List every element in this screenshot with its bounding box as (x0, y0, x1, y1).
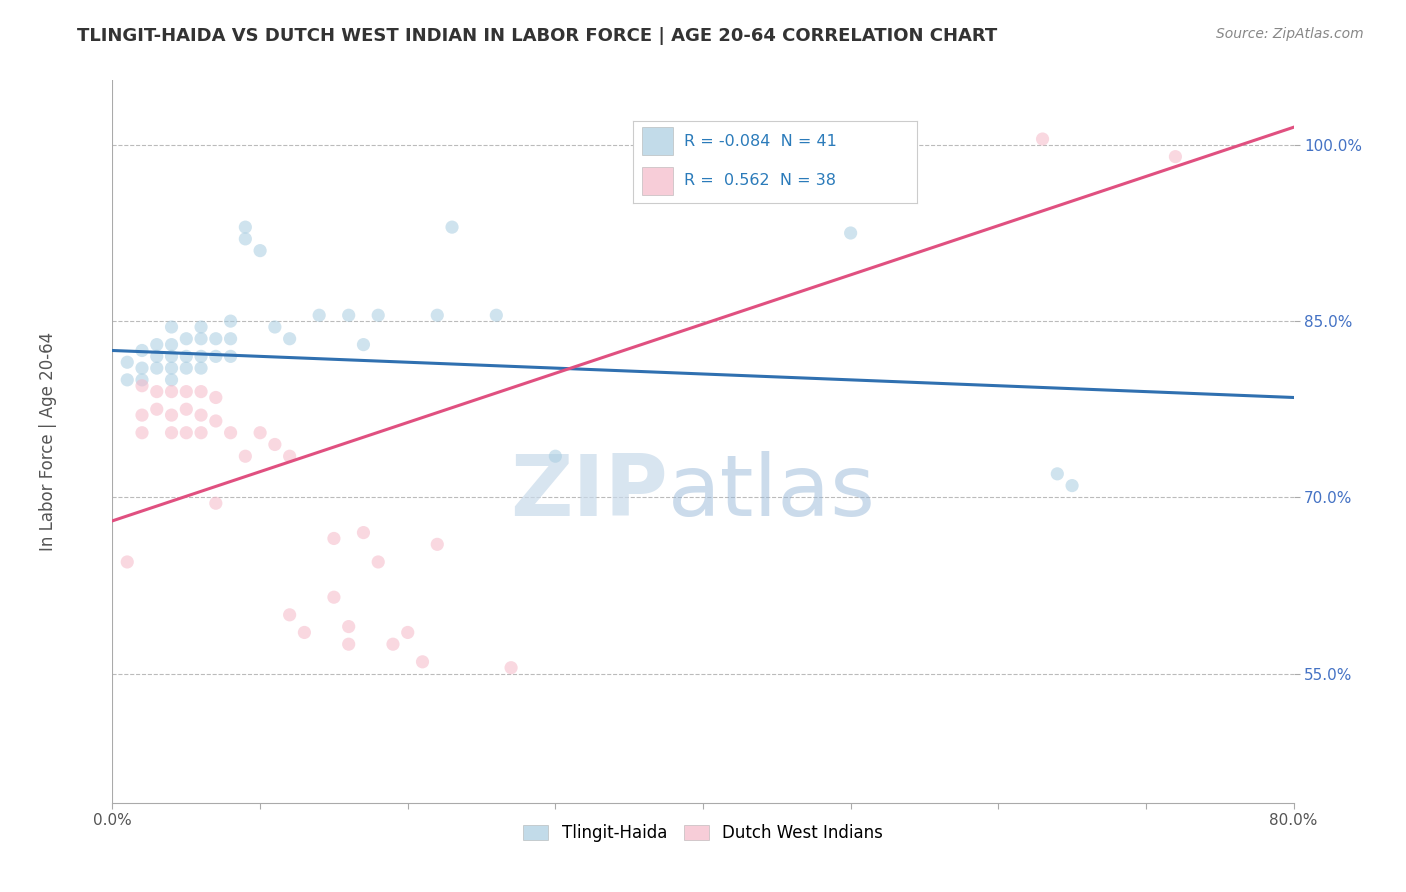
Point (205, 414, 228, 428)
Point (426, 537, 449, 551)
Point (190, 350, 212, 364)
Point (160, 320, 183, 334)
Text: atlas: atlas (668, 450, 876, 533)
Point (205, 350, 228, 364)
Point (1046, 467, 1069, 481)
Point (160, 384, 183, 399)
Point (292, 625, 315, 640)
Point (278, 332, 301, 346)
Point (117, 555, 138, 569)
Point (174, 384, 197, 399)
Point (160, 373, 183, 387)
Point (205, 496, 228, 510)
Point (131, 408, 153, 422)
Point (131, 361, 153, 376)
Point (160, 350, 183, 364)
Text: R = -0.084  N = 41: R = -0.084 N = 41 (685, 134, 838, 149)
Point (190, 425, 212, 440)
Point (249, 244, 271, 258)
Text: R =  0.562  N = 38: R = 0.562 N = 38 (685, 173, 837, 188)
Point (160, 425, 183, 440)
Point (131, 373, 153, 387)
Point (146, 350, 169, 364)
Point (233, 232, 256, 246)
Point (219, 314, 242, 328)
Point (264, 320, 287, 334)
Point (337, 637, 360, 651)
Point (1062, 478, 1084, 492)
Point (264, 437, 287, 451)
Point (205, 391, 228, 405)
Point (131, 425, 153, 440)
Point (367, 555, 389, 569)
Point (501, 661, 523, 675)
Point (131, 343, 153, 358)
Point (839, 226, 862, 240)
Point (160, 408, 183, 422)
Point (382, 637, 405, 651)
Point (190, 361, 212, 376)
Point (174, 350, 197, 364)
Point (337, 308, 360, 322)
Point (1164, 150, 1187, 164)
Point (367, 308, 389, 322)
Point (146, 384, 169, 399)
Point (411, 655, 433, 669)
Point (174, 361, 197, 376)
Point (1032, 132, 1054, 146)
Text: ZIP: ZIP (510, 450, 668, 533)
Point (233, 220, 256, 235)
Point (190, 384, 212, 399)
Point (323, 591, 346, 605)
Y-axis label: In Labor Force | Age 20-64: In Labor Force | Age 20-64 (39, 332, 56, 551)
Point (308, 308, 330, 322)
Point (485, 308, 508, 322)
Point (249, 425, 271, 440)
Point (146, 402, 169, 417)
Point (146, 361, 169, 376)
FancyBboxPatch shape (643, 167, 673, 195)
Point (190, 332, 212, 346)
Point (352, 337, 374, 351)
Point (441, 220, 464, 235)
Point (219, 350, 242, 364)
Point (219, 425, 242, 440)
Point (278, 607, 301, 622)
Point (544, 449, 567, 463)
Point (190, 408, 212, 422)
Point (205, 332, 228, 346)
Point (160, 337, 183, 351)
FancyBboxPatch shape (643, 128, 673, 155)
Legend: Tlingit-Haida, Dutch West Indians: Tlingit-Haida, Dutch West Indians (516, 817, 890, 848)
Point (278, 449, 301, 463)
Point (233, 449, 256, 463)
Point (337, 619, 360, 633)
Point (352, 525, 374, 540)
Point (323, 532, 346, 546)
Point (117, 373, 138, 387)
Point (426, 308, 449, 322)
Point (146, 337, 169, 351)
Point (131, 378, 153, 392)
Point (117, 355, 138, 369)
Text: TLINGIT-HAIDA VS DUTCH WEST INDIAN IN LABOR FORCE | AGE 20-64 CORRELATION CHART: TLINGIT-HAIDA VS DUTCH WEST INDIAN IN LA… (77, 27, 998, 45)
Point (174, 332, 197, 346)
Point (174, 402, 197, 417)
Point (174, 425, 197, 440)
Text: Source: ZipAtlas.com: Source: ZipAtlas.com (1216, 27, 1364, 41)
Point (219, 332, 242, 346)
Point (190, 320, 212, 334)
Point (160, 361, 183, 376)
Point (396, 625, 419, 640)
